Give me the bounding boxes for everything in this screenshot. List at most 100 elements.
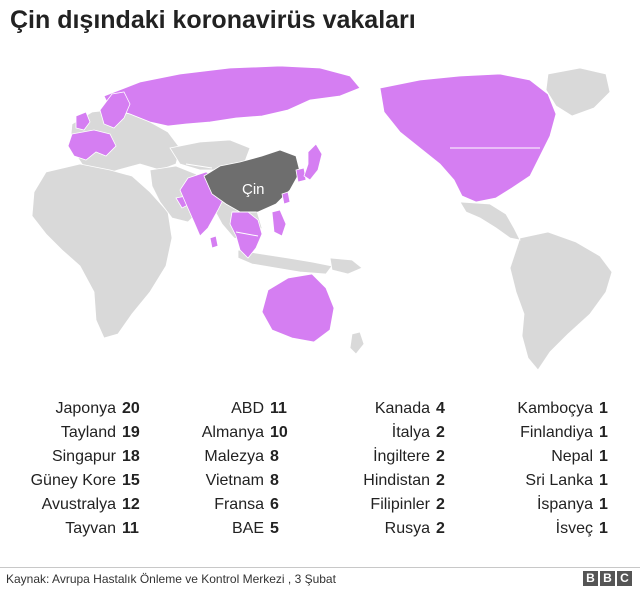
map-central-america [459, 201, 521, 241]
country-name: Tayland [60, 424, 116, 441]
map-china [203, 149, 301, 213]
case-row: Nepal 1 [477, 448, 627, 472]
case-count: 2 [436, 472, 445, 489]
case-count: 8 [270, 448, 279, 465]
case-row: Malezya 8 [148, 448, 298, 472]
case-count: 15 [122, 472, 140, 489]
map-western-europe [67, 129, 117, 161]
case-count: 4 [436, 400, 445, 417]
map-southeast-asia [229, 211, 263, 259]
map-indonesia [237, 249, 333, 275]
country-name: Tayvan [65, 520, 116, 537]
case-count: 1 [599, 472, 608, 489]
case-counts: Japonya 20 Tayland 19 Singapur 18 Güney Kor… [0, 400, 640, 550]
case-row: Japonya 20 [0, 400, 150, 424]
case-count: 1 [599, 496, 608, 513]
case-row: Hindistan 2 [314, 472, 464, 496]
map-taiwan [281, 191, 291, 205]
bbc-logo-letter: B [600, 571, 615, 586]
case-row: Rusya 2 [314, 520, 464, 544]
country-name: Vietnam [205, 472, 264, 489]
case-count: 1 [599, 400, 608, 417]
case-count: 18 [122, 448, 140, 465]
country-name: BAE [231, 520, 264, 537]
case-count: 2 [436, 424, 445, 441]
country-name: Rusya [384, 520, 430, 537]
map-japan [303, 143, 323, 181]
case-row: Sri Lanka 1 [477, 472, 627, 496]
country-name: İsveç [555, 520, 593, 537]
country-name: Nepal [551, 448, 593, 465]
country-name: Almanya [201, 424, 264, 441]
case-count: 19 [122, 424, 140, 441]
world-map: Çin [31, 65, 613, 370]
map-africa [31, 163, 173, 339]
case-row: Güney Kore 15 [0, 472, 150, 496]
map-new-zealand [349, 331, 365, 355]
map-pacific-islands [329, 257, 363, 275]
case-count: 1 [599, 448, 608, 465]
case-count: 11 [270, 400, 287, 417]
map-philippines [271, 209, 287, 237]
case-row: Tayvan 11 [0, 520, 150, 544]
case-count: 11 [122, 520, 139, 537]
case-row: Singapur 18 [0, 448, 150, 472]
case-row: İtalya 2 [314, 424, 464, 448]
map-borders [185, 147, 540, 237]
map-scandinavia [99, 91, 131, 129]
case-count: 6 [270, 496, 279, 513]
case-row: İngiltere 2 [314, 448, 464, 472]
map-australia [261, 273, 335, 343]
country-name: Avustralya [41, 496, 116, 513]
footer-divider [0, 567, 640, 568]
case-count: 8 [270, 472, 279, 489]
case-count: 2 [436, 448, 445, 465]
case-row: ABD 11 [148, 400, 298, 424]
case-row: Avustralya 12 [0, 496, 150, 520]
country-name: Kanada [374, 400, 430, 417]
country-name: Sri Lanka [525, 472, 593, 489]
country-name: Singapur [51, 448, 116, 465]
map-south-korea [295, 167, 307, 183]
map-sri-lanka [209, 235, 219, 249]
case-row: Fransa 6 [148, 496, 298, 520]
case-row: Almanya 10 [148, 424, 298, 448]
bbc-logo: B B C [583, 571, 632, 586]
case-row: Tayland 19 [0, 424, 150, 448]
country-name: İspanya [536, 496, 593, 513]
bbc-logo-letter: B [583, 571, 598, 586]
bbc-logo-letter: C [617, 571, 632, 586]
country-name: Malezya [204, 448, 264, 465]
case-row: Vietnam 8 [148, 472, 298, 496]
case-count: 1 [599, 424, 608, 441]
case-row: Finlandiya 1 [477, 424, 627, 448]
case-count: 2 [436, 520, 445, 537]
country-name: ABD [231, 400, 264, 417]
case-count: 12 [122, 496, 140, 513]
country-name: Fransa [214, 496, 264, 513]
country-name: Hindistan [363, 472, 430, 489]
case-count: 2 [436, 496, 445, 513]
map-label-china: Çin [242, 181, 265, 198]
map-greenland [545, 67, 611, 117]
map-south-america [509, 231, 613, 370]
case-row: Filipinler 2 [314, 496, 464, 520]
country-name: Japonya [55, 400, 117, 417]
map-russia [103, 65, 361, 127]
case-row: BAE 5 [148, 520, 298, 544]
case-row: Kamboçya 1 [477, 400, 627, 424]
case-count: 1 [599, 520, 608, 537]
case-row: İspanya 1 [477, 496, 627, 520]
country-name: Finlandiya [520, 424, 593, 441]
case-count: 5 [270, 520, 279, 537]
case-count: 20 [122, 400, 140, 417]
case-count: 10 [270, 424, 288, 441]
country-name: Kamboçya [517, 400, 593, 417]
map-uk [75, 111, 91, 131]
case-row: İsveç 1 [477, 520, 627, 544]
country-name: İtalya [391, 424, 430, 441]
country-name: Filipinler [370, 496, 430, 513]
chart-title: Çin dışındaki koronavirüs vakaları [10, 6, 416, 34]
map-north-america [379, 73, 557, 203]
country-name: Güney Kore [30, 472, 116, 489]
